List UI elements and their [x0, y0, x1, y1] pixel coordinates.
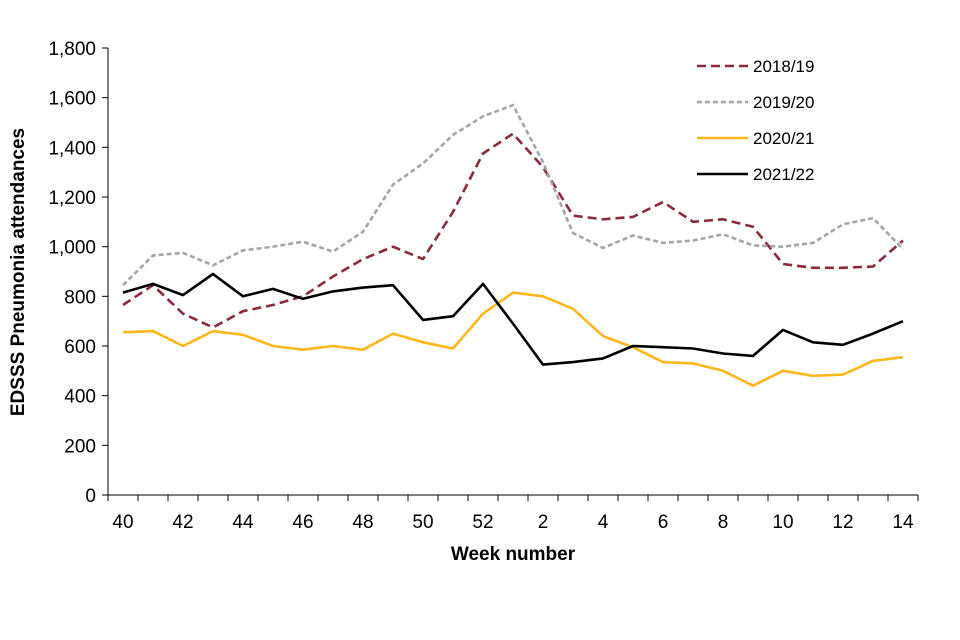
axes	[102, 47, 919, 501]
legend-label: 2019/20	[753, 93, 814, 112]
x-tick-label: 2	[538, 512, 549, 533]
x-tick-label: 6	[658, 512, 669, 533]
y-tick-label: 1,200	[48, 188, 96, 209]
x-tick-label: 46	[292, 512, 313, 533]
x-tick-label: 42	[172, 512, 193, 533]
y-tick-label: 1,600	[48, 89, 96, 110]
x-tick-label: 52	[472, 512, 493, 533]
y-tick-label: 1,000	[48, 238, 96, 259]
x-tick-label: 50	[412, 512, 433, 533]
legend-label: 2021/22	[753, 165, 814, 184]
legend-label: 2020/21	[753, 129, 814, 148]
series-lines	[122, 103, 904, 388]
x-tick-label: 12	[832, 512, 853, 533]
y-tick-label: 600	[64, 337, 96, 358]
series-line-2019-20	[122, 103, 904, 287]
x-tick-label: 44	[232, 512, 254, 533]
y-axis-tick-labels: 0 200 400 600 800 1,000 1,200 1,400 1,600 1,800	[48, 39, 96, 507]
x-tick-label: 10	[772, 512, 793, 533]
y-tick-label: 800	[64, 287, 96, 308]
x-axis-title: Week number	[451, 544, 576, 565]
x-tick-label: 48	[352, 512, 373, 533]
series-line-2021-22	[122, 272, 904, 366]
y-tick-label: 1,800	[48, 39, 96, 60]
x-axis-tick-labels: 40 42 44 46 48 50 52 2 4 6 8 10 12 14	[112, 512, 914, 533]
legend-label: 2018/19	[753, 57, 814, 76]
y-tick-label: 400	[64, 387, 96, 408]
series-line-2018-19	[122, 132, 904, 329]
series-line-2020-21	[122, 291, 904, 388]
x-tick-label: 40	[112, 512, 133, 533]
y-tick-label: 200	[64, 436, 96, 457]
x-tick-label: 8	[718, 512, 729, 533]
legend: 2018/19 2019/20 2020/21 2021/22	[697, 57, 814, 184]
y-tick-label: 0	[85, 486, 96, 507]
x-tick-label: 14	[892, 512, 914, 533]
y-axis-title: EDSSS Pneumonia attendances	[8, 128, 29, 416]
x-tick-label: 4	[598, 512, 609, 533]
y-tick-label: 1,400	[48, 138, 96, 159]
